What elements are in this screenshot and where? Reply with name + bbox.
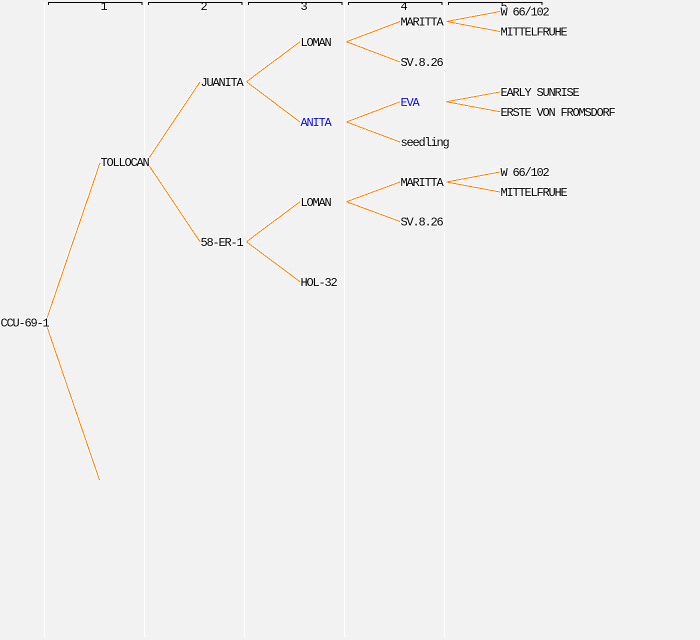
svg-text:58-ER-1: 58-ER-1 xyxy=(201,236,244,250)
svg-text:MARITTA: MARITTA xyxy=(401,16,445,30)
svg-text:W 66/102: W 66/102 xyxy=(501,6,550,20)
svg-text:ANITA: ANITA xyxy=(301,116,333,130)
svg-text:EARLY SUNRISE: EARLY SUNRISE xyxy=(501,86,580,100)
svg-text:MARITTA: MARITTA xyxy=(401,176,445,190)
svg-text:seedling: seedling xyxy=(401,136,450,150)
svg-text:3: 3 xyxy=(301,0,308,14)
svg-text:LOMAN: LOMAN xyxy=(301,196,332,210)
svg-text:4: 4 xyxy=(401,0,408,14)
svg-text:HOL-32: HOL-32 xyxy=(301,276,338,290)
svg-text:SV.8.26: SV.8.26 xyxy=(401,216,444,230)
svg-text:EVA: EVA xyxy=(401,96,421,110)
svg-text:LOMAN: LOMAN xyxy=(301,36,332,50)
svg-text:W 66/102: W 66/102 xyxy=(501,166,550,180)
svg-text:TOLLOCAN: TOLLOCAN xyxy=(101,156,150,170)
svg-text:SV.8.26: SV.8.26 xyxy=(401,56,444,70)
svg-text:JUANITA: JUANITA xyxy=(201,76,245,90)
svg-text:ERSTE VON FROMSDORF: ERSTE VON FROMSDORF xyxy=(501,106,616,120)
svg-text:MITTELFRUHE: MITTELFRUHE xyxy=(501,186,568,200)
svg-text:MITTELFRUHE: MITTELFRUHE xyxy=(501,26,568,40)
svg-text:5: 5 xyxy=(501,0,508,14)
svg-text:1: 1 xyxy=(101,0,108,14)
svg-text:CCU-69-1: CCU-69-1 xyxy=(1,317,50,331)
svg-text:2: 2 xyxy=(201,0,208,14)
